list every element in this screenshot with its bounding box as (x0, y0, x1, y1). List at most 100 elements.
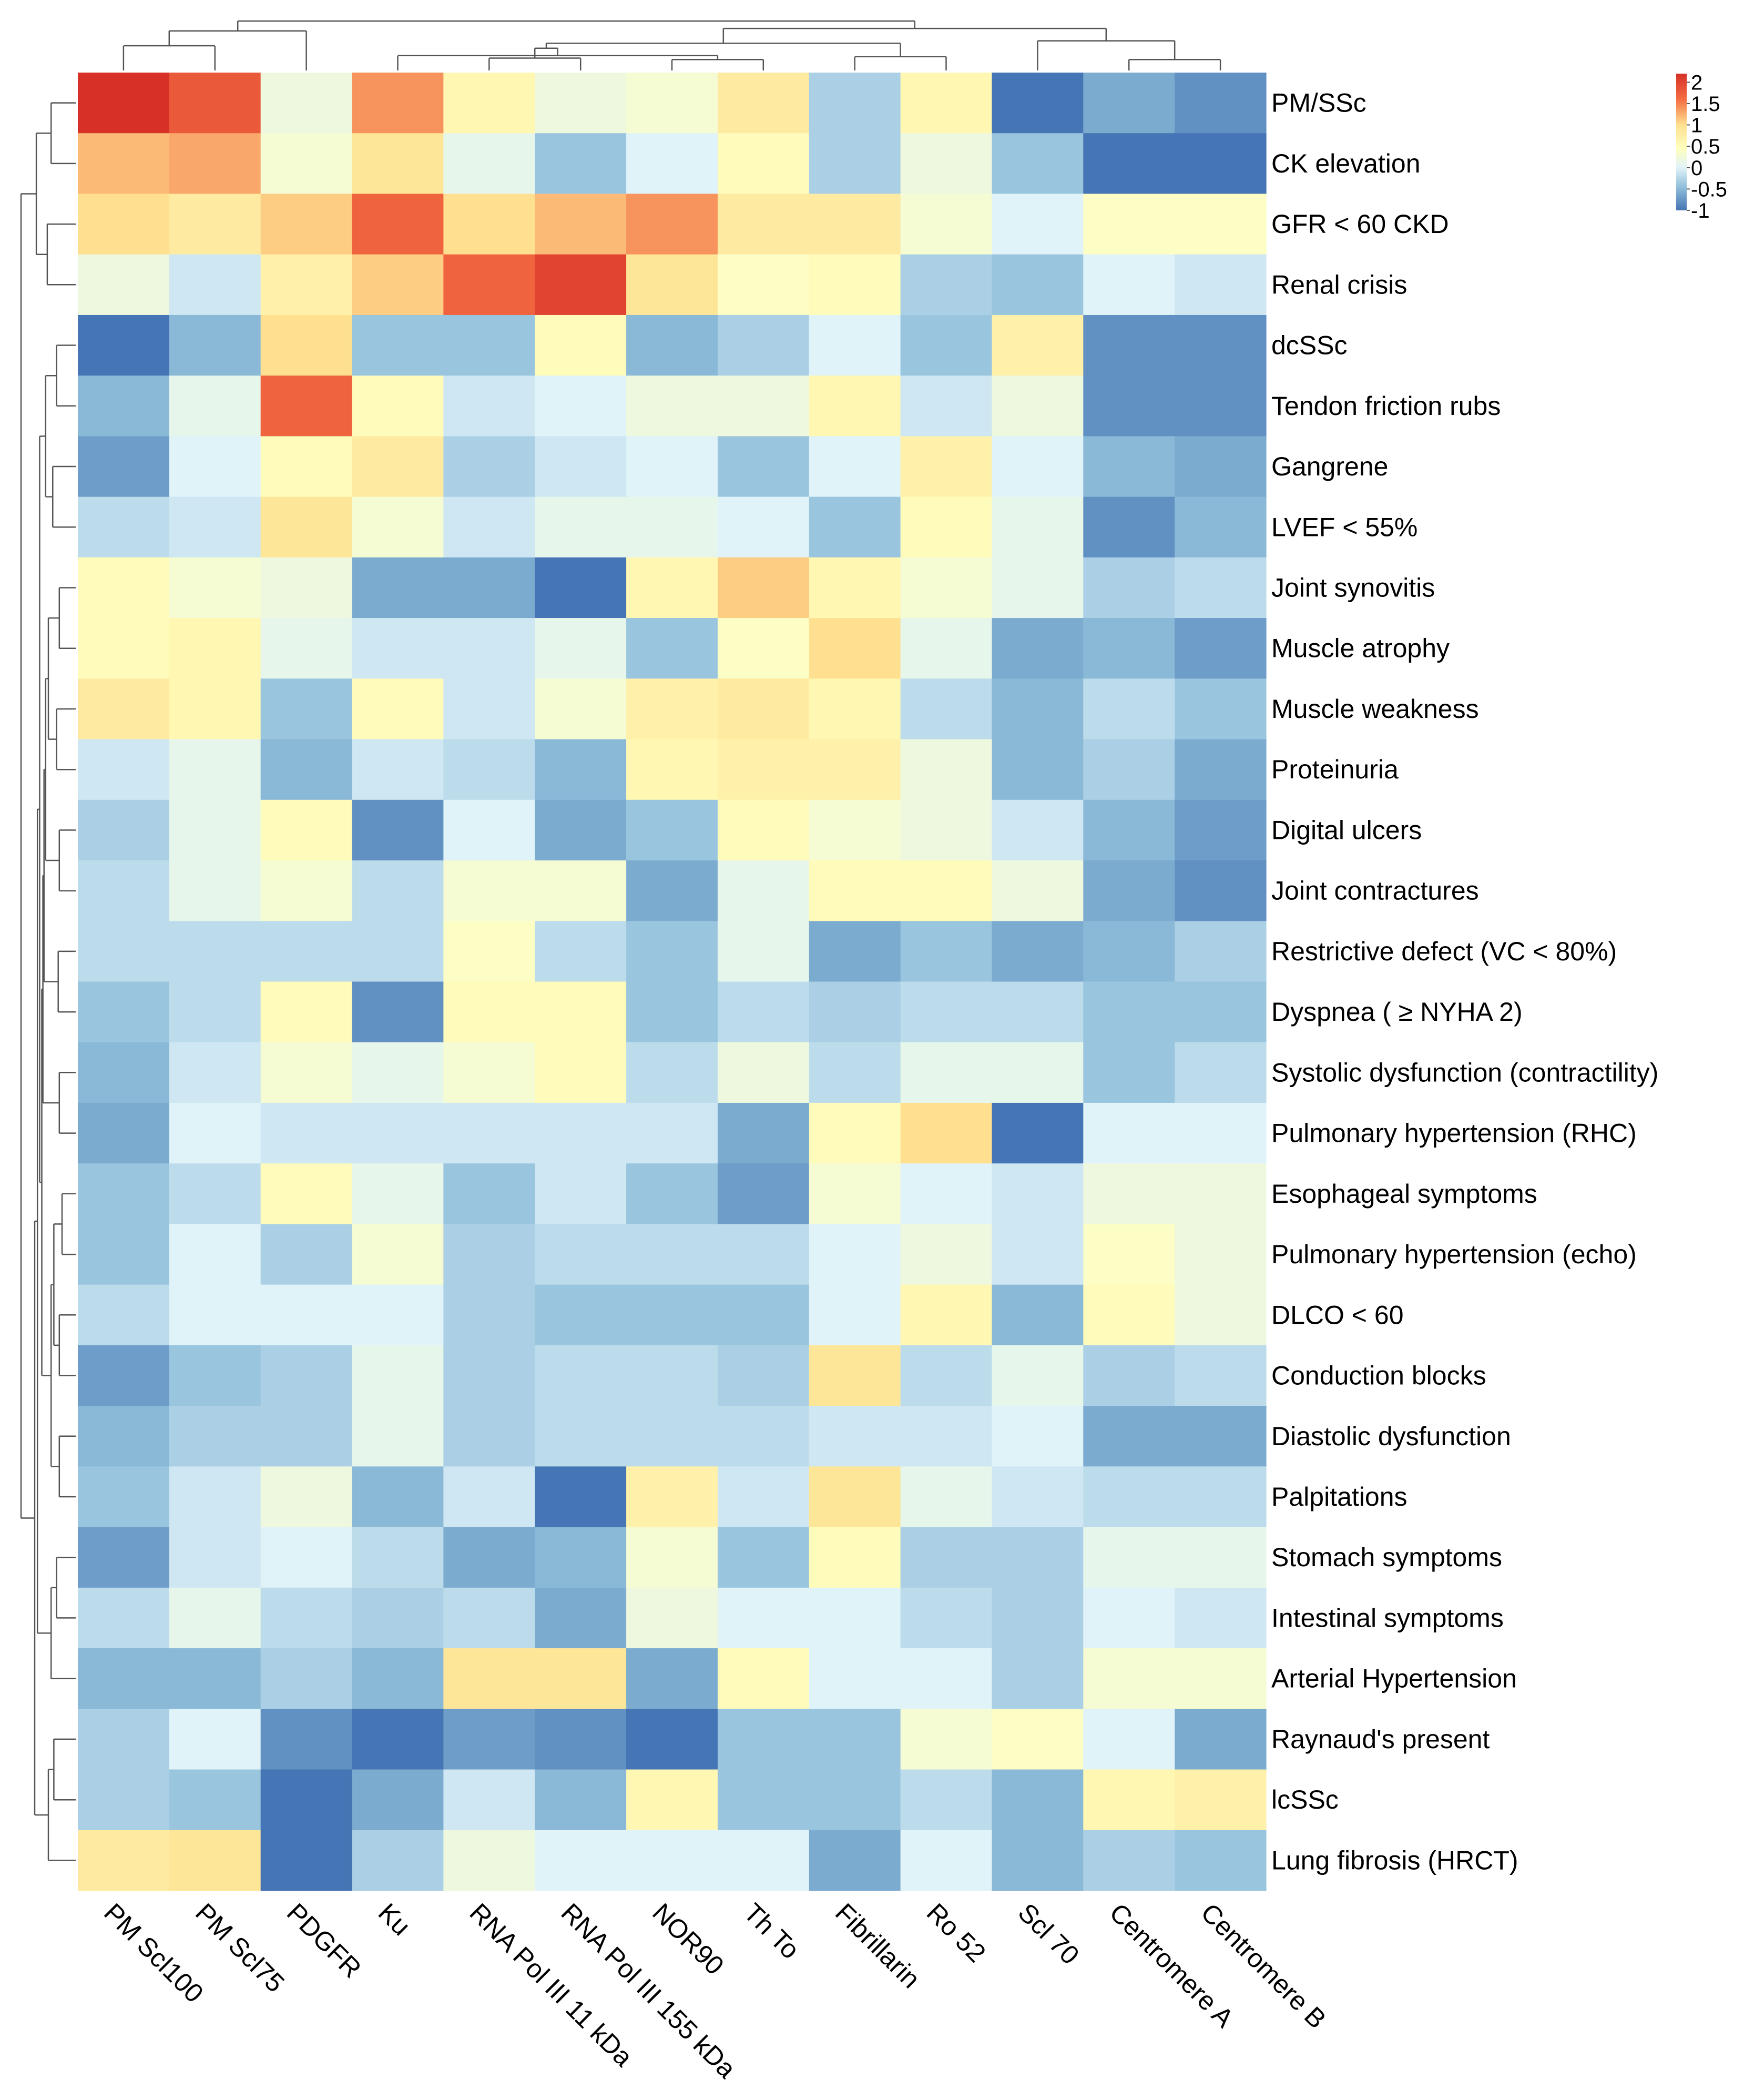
row-label: Dyspnea ( ≥ NYHA 2) (1271, 997, 1523, 1027)
heatmap-cell (992, 1587, 1084, 1649)
heatmap-cell (352, 194, 444, 255)
heatmap-cell (352, 1345, 444, 1406)
heatmap-cell (260, 860, 353, 921)
heatmap-cell (352, 73, 444, 134)
heatmap-cell (626, 376, 718, 437)
heatmap-cell (352, 376, 444, 437)
heatmap-cell (1083, 1042, 1175, 1103)
heatmap-cell (992, 1406, 1084, 1467)
heatmap-cell (535, 618, 627, 679)
heatmap-cell (626, 557, 718, 618)
row-label: GFR < 60 CKD (1271, 209, 1449, 239)
row-label: Gangrene (1271, 452, 1388, 481)
heatmap-cell (260, 315, 353, 376)
heatmap-cell (1083, 1466, 1175, 1528)
heatmap-cell (260, 1709, 353, 1770)
heatmap-cell (352, 1406, 444, 1467)
heatmap-cell (717, 194, 810, 255)
heatmap-cell (900, 376, 993, 437)
heatmap-cell (717, 557, 810, 618)
column-label: Th To (738, 1898, 805, 1964)
row-label: Systolic dysfunction (contractility) (1271, 1058, 1658, 1087)
heatmap-cell (78, 1406, 170, 1467)
heatmap-cell (992, 1830, 1084, 1891)
heatmap-cell (535, 315, 627, 376)
heatmap-cell (900, 1224, 993, 1285)
heatmap-cell (992, 1102, 1084, 1164)
heatmap-cell (1175, 799, 1267, 861)
heatmap-cell (1175, 981, 1267, 1043)
heatmap-cell (626, 739, 718, 800)
legend-tick-label: 1 (1691, 114, 1702, 137)
heatmap-cell (260, 618, 353, 679)
heatmap-cell (809, 860, 901, 921)
heatmap-cell (992, 1769, 1084, 1831)
heatmap-cell (535, 1345, 627, 1406)
heatmap-cell (900, 860, 993, 921)
row-label: DLCO < 60 (1271, 1300, 1404, 1330)
heatmap-cell (169, 799, 261, 861)
heatmap-cell (260, 739, 353, 800)
heatmap-cell (169, 1345, 261, 1406)
heatmap-cell (169, 557, 261, 618)
heatmap-cell (169, 1466, 261, 1528)
heatmap-cell (809, 376, 901, 437)
heatmap-cell (169, 1406, 261, 1467)
heatmap-cell (535, 1709, 627, 1770)
heatmap-cell (1083, 73, 1175, 134)
heatmap-cell (992, 739, 1084, 800)
heatmap-cell (78, 1648, 170, 1709)
heatmap-cell (626, 1406, 718, 1467)
heatmap-cell (78, 1830, 170, 1891)
heatmap-cell (900, 1527, 993, 1588)
heatmap-cell (352, 315, 444, 376)
heatmap-cell (717, 618, 810, 679)
heatmap-cell (78, 799, 170, 861)
heatmap-cell (352, 739, 444, 800)
heatmap-cell (992, 315, 1084, 376)
heatmap-cell (809, 315, 901, 376)
heatmap-cell (717, 678, 810, 740)
heatmap-cell (1083, 1709, 1175, 1770)
heatmap-cell (169, 1709, 261, 1770)
column-label: NOR90 (647, 1898, 729, 1980)
row-label: Pulmonary hypertension (echo) (1271, 1240, 1637, 1269)
heatmap-cell (78, 1163, 170, 1225)
heatmap-cell (992, 73, 1084, 134)
heatmap-cell (1175, 1587, 1267, 1649)
heatmap-cell (78, 1224, 170, 1285)
heatmap-cell (169, 1284, 261, 1346)
heatmap-cell (352, 1102, 444, 1164)
heatmap-cell (626, 436, 718, 498)
heatmap-cell (352, 678, 444, 740)
heatmap-cell (78, 618, 170, 679)
heatmap-cell (169, 1527, 261, 1588)
heatmap-cell (809, 799, 901, 861)
heatmap-cell (809, 1284, 901, 1346)
heatmap-cell (900, 254, 993, 316)
heatmap-cell (535, 921, 627, 982)
heatmap-cell (809, 1224, 901, 1285)
heatmap-cell (535, 436, 627, 498)
heatmap-cell (992, 921, 1084, 982)
heatmap-cell (260, 436, 353, 498)
heatmap-cell (992, 1042, 1084, 1103)
heatmap-cell (443, 860, 535, 921)
heatmap-cell (1083, 1163, 1175, 1225)
heatmap-cell (169, 73, 261, 134)
heatmap-cell (352, 1769, 444, 1831)
heatmap-cell (992, 376, 1084, 437)
heatmap-cell (1175, 1406, 1267, 1467)
heatmap-cell (626, 799, 718, 861)
heatmap-cell (1175, 860, 1267, 921)
heatmap-cell (535, 1163, 627, 1225)
heatmap-cell (352, 618, 444, 679)
heatmap-cell (260, 981, 353, 1043)
heatmap-cell (900, 436, 993, 498)
heatmap-cell (900, 133, 993, 195)
row-label: Tendon friction rubs (1271, 391, 1501, 421)
heatmap-cell (626, 1830, 718, 1891)
heatmap-cell (169, 133, 261, 195)
heatmap-cell (260, 1345, 353, 1406)
